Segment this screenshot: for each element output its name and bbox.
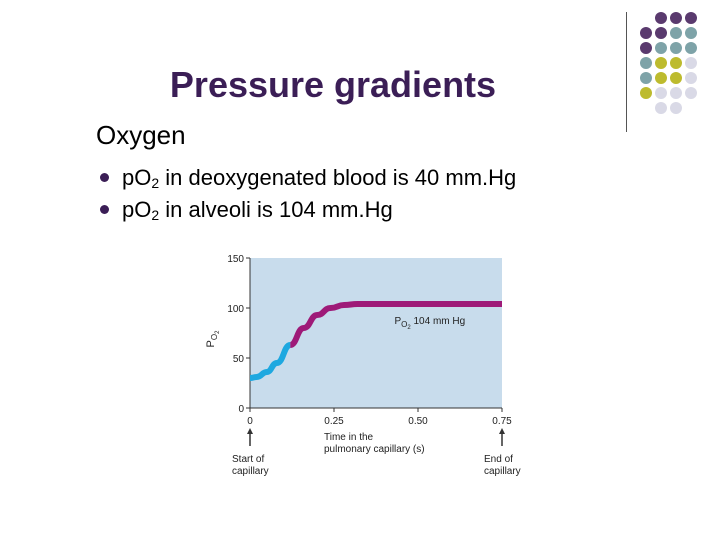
y-tick-label: 0 [238,404,244,415]
decorative-dot [655,102,667,114]
oxygenated-curve [289,301,502,348]
decorative-dot [655,12,667,24]
x-axis-label-line1: Time in the [324,432,374,443]
decorative-dot-grid [640,12,720,122]
decorative-dot [655,57,667,69]
bullet-dot-icon [100,173,109,182]
y-axis-label: PO2 [205,330,221,348]
start-arrow-head [247,428,253,434]
po2-capillary-chart: 0 50 100 150 0 0.25 0.50 0.75 PO2 PO2 104 mm Hg Ti… [205,254,521,477]
decorative-dot [640,87,652,99]
decorative-dot [670,42,682,54]
y-tick-label: 50 [233,354,245,365]
decorative-dot [640,42,652,54]
decorative-dot [670,57,682,69]
x-tick-label: 0 [247,416,253,427]
start-label-line2: capillary [232,466,269,477]
decorative-dot [670,27,682,39]
slide-subheading: Oxygen [96,120,186,150]
end-arrow-head [499,428,505,434]
decorative-dot [670,12,682,24]
plot-area [250,258,502,408]
decorative-dot [655,42,667,54]
decorative-dot [685,87,697,99]
decorative-dot [640,72,652,84]
decorative-dot [685,72,697,84]
end-label-line1: End of [484,454,513,465]
end-label-line2: capillary [484,466,521,477]
slide-title: Pressure gradients [169,64,497,105]
y-tick-label: 150 [227,254,244,265]
bullet-text: pO2 in deoxygenated blood is 40 mm.Hg [122,165,517,191]
decorative-dot [670,102,682,114]
decorative-dot [670,72,682,84]
decorative-dot [655,72,667,84]
decorative-dot [655,27,667,39]
x-tick-label: 0.50 [408,416,428,427]
curve-annotation: PO2 104 mm Hg [394,316,465,331]
y-tick-label: 100 [227,304,244,315]
decorative-dot [685,12,697,24]
decorative-dot [685,57,697,69]
decorative-dot [640,57,652,69]
decorative-dot [685,27,697,39]
bullet-text: pO2 in alveoli is 104 mm.Hg [122,197,393,223]
x-tick-label: 0.25 [324,416,344,427]
title-divider-line [626,12,627,132]
x-tick-label: 0.75 [492,416,512,427]
start-label-line1: Start of [232,454,264,465]
x-axis-label-line2: pulmonary capillary (s) [324,444,425,455]
decorative-dot [640,27,652,39]
deoxygenated-curve [249,342,292,381]
decorative-dot [685,42,697,54]
decorative-dot [655,87,667,99]
decorative-dot [670,87,682,99]
bullet-dot-icon [100,205,109,214]
